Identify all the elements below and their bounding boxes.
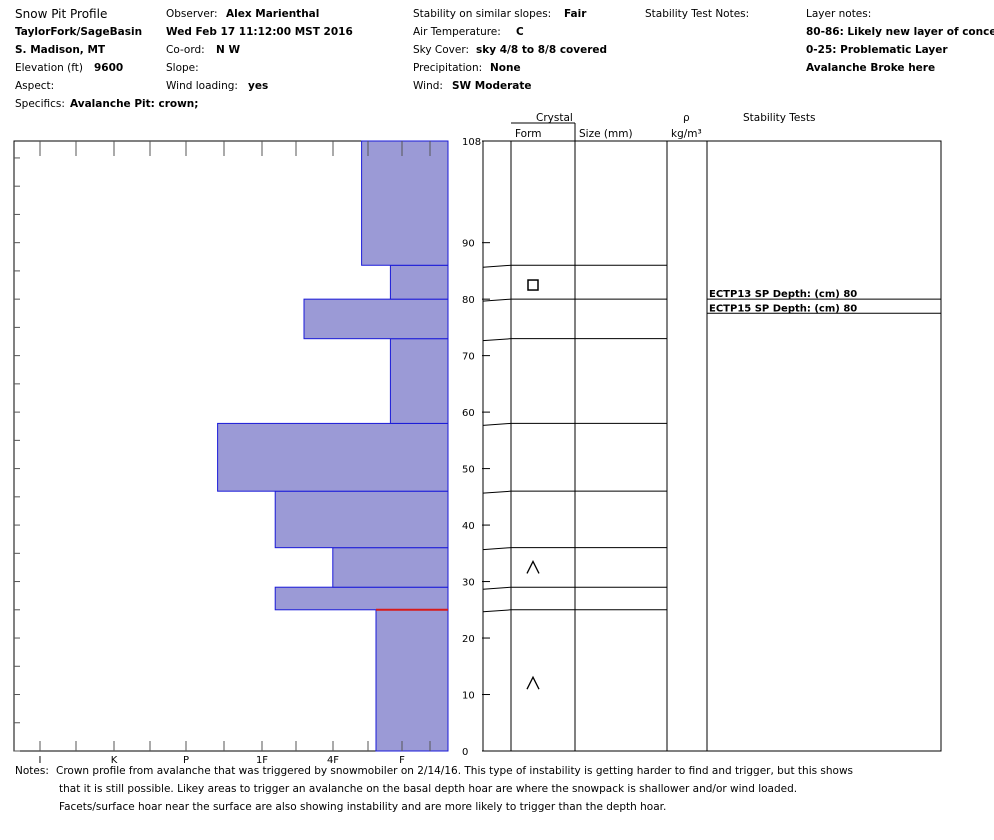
crystal-symbol-caret-2 (526, 675, 540, 690)
depth-label-70: 70 (462, 352, 475, 363)
page-title: Snow Pit Profile (15, 7, 108, 21)
stability-label: Stability on similar slopes: (413, 8, 552, 20)
depth-label-60: 60 (462, 408, 475, 419)
hardness-bar-1 (274, 586, 449, 611)
stability-value: Fair (564, 8, 587, 20)
boundary-connector-29 (482, 586, 512, 590)
form-header: Form (515, 128, 542, 140)
hardness-bar-2 (332, 547, 449, 588)
location-line1: TaylorFork/SageBasin (15, 26, 143, 38)
stability-test-label-0: ECTP13 SP Depth: (cm) 80 (709, 289, 857, 300)
boundary-connector-36 (482, 547, 512, 551)
notes-label: Notes: (15, 765, 49, 777)
hardness-label-P: P (183, 755, 189, 766)
depth-label-80: 80 (462, 295, 475, 306)
notes-line-2: that it is still possible. Likey areas t… (59, 783, 798, 795)
boundary-connector-86 (482, 264, 512, 268)
rho-header: ρ (683, 112, 690, 124)
depth-label-108: 108 (462, 137, 481, 148)
observer-value: Alex Marienthal (226, 8, 320, 20)
location-line2: S. Madison, MT (15, 44, 106, 56)
coord-label: Co-ord: (166, 44, 205, 56)
boundary-connector-25 (482, 609, 512, 613)
hardness-plot: I K P 1F 4F F (13, 140, 449, 766)
crystal-symbol-square-0 (527, 279, 539, 291)
boundary-connector-80 (482, 298, 512, 302)
boundary-connector-73 (482, 338, 512, 342)
hardness-label-K: K (111, 755, 118, 766)
slope-label: Slope: (166, 62, 199, 74)
datetime: Wed Feb 17 11:12:00 MST 2016 (166, 26, 353, 38)
specifics-label: Specifics: (15, 98, 65, 110)
boundary-connector-58 (482, 422, 512, 426)
hardness-label-4F: 4F (327, 755, 339, 766)
layer-note-2: 0-25: Problematic Layer (806, 44, 948, 56)
stability-notes-label: Stability Test Notes: (645, 8, 750, 20)
hardness-bar-8 (361, 140, 449, 266)
aspect-label: Aspect: (15, 80, 55, 92)
depth-label-10: 10 (462, 691, 475, 702)
precip-value: None (490, 62, 521, 74)
hardness-label-1F: 1F (256, 755, 268, 766)
wind-value: SW Moderate (452, 80, 532, 92)
specifics-value: Avalanche Pit: crown; (70, 98, 199, 110)
depth-label-50: 50 (462, 465, 475, 476)
layer-notes-label: Layer notes: (806, 8, 872, 20)
notes-line-3: Facets/surface hoar near the surface are… (59, 801, 667, 813)
crystal-header: Crystal (536, 112, 573, 124)
boundary-connector-46 (482, 490, 512, 494)
hardness-bar-6 (303, 298, 449, 340)
coord-value: N W (216, 44, 241, 56)
density-unit-header: kg/m³ (671, 128, 702, 140)
hardness-bar-3 (274, 490, 449, 549)
hardness-label-F: F (399, 755, 405, 766)
layer-note-3: Avalanche Broke here (806, 62, 936, 74)
elevation-label: Elevation (ft) (15, 62, 83, 74)
hardness-bar-0 (375, 609, 449, 752)
size-header: Size (mm) (579, 128, 633, 140)
precip-label: Precipitation: (413, 62, 483, 74)
hardness-bar-4 (217, 422, 449, 492)
depth-label-30: 30 (462, 578, 475, 589)
depth-label-40: 40 (462, 521, 475, 532)
depth-label-90: 90 (462, 239, 475, 250)
layer-note-1: 80-86: Likely new layer of concern (806, 26, 994, 38)
sky-label: Sky Cover: (413, 44, 470, 56)
elevation-value: 9600 (94, 62, 124, 74)
hardness-bar-5 (389, 338, 449, 424)
observer-label: Observer: (166, 8, 218, 20)
layer-table-frame (482, 140, 942, 752)
hardness-label-I: I (39, 755, 42, 766)
stability-test-label-1: ECTP15 SP Depth: (cm) 80 (709, 303, 857, 314)
hardness-bar-7 (389, 264, 449, 300)
depth-label-0: 0 (462, 747, 468, 758)
layer-table: 0 10 20 30 40 50 60 70 80 90 108 ECTP13 SP Depth: (… (462, 122, 942, 758)
stability-tests-header: Stability Tests (743, 112, 816, 124)
wind-loading-label: Wind loading: (166, 80, 238, 92)
depth-label-20: 20 (462, 634, 475, 645)
sky-value: sky 4/8 to 8/8 covered (476, 44, 608, 56)
notes-line-1: Crown profile from avalanche that was tr… (56, 765, 854, 777)
wind-loading-value: yes (248, 80, 269, 92)
wind-label: Wind: (413, 80, 443, 92)
air-temp-label: Air Temperature: (413, 26, 501, 38)
crystal-symbol-caret-1 (526, 559, 540, 574)
air-temp-value: C (516, 26, 524, 38)
